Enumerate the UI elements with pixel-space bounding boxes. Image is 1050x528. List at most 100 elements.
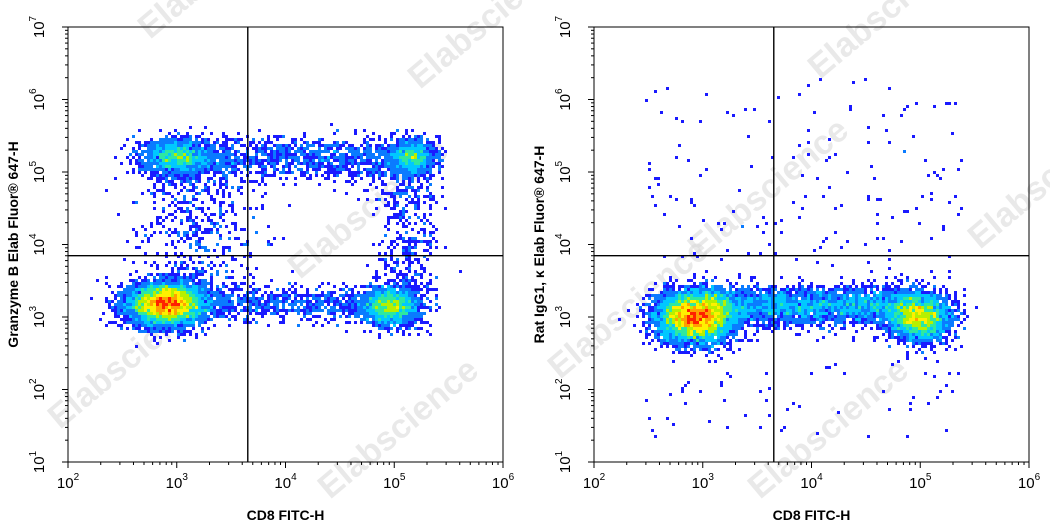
event-cell <box>840 312 843 315</box>
event-cell <box>942 297 945 300</box>
event-cell <box>372 318 375 321</box>
event-cell <box>864 297 867 300</box>
event-cell <box>912 285 915 288</box>
event-cell <box>234 282 237 285</box>
event-cell <box>705 336 708 339</box>
event-cell <box>150 285 153 288</box>
event-cell <box>156 324 159 327</box>
event-cell <box>201 153 204 156</box>
event-cell <box>384 147 387 150</box>
event-cell <box>186 297 189 300</box>
event-cell <box>729 342 732 345</box>
event-cell <box>375 162 378 165</box>
event-cell <box>195 306 198 309</box>
event-cell <box>240 159 243 162</box>
event-cell <box>915 339 918 342</box>
event-cell <box>417 189 420 192</box>
event-cell <box>408 147 411 150</box>
event-cell <box>174 204 177 207</box>
event-cell <box>408 285 411 288</box>
event-cell <box>207 147 210 150</box>
event-cell <box>411 186 414 189</box>
event-cell <box>678 291 681 294</box>
event-cell <box>417 300 420 303</box>
event-cell <box>651 315 654 318</box>
event-cell <box>333 168 336 171</box>
event-cell <box>930 198 933 201</box>
event-cell <box>129 159 132 162</box>
event-cell <box>357 168 360 171</box>
event-cell <box>939 333 942 336</box>
event-cell <box>726 336 729 339</box>
event-cell <box>162 210 165 213</box>
event-cell <box>894 321 897 324</box>
event-cell <box>168 213 171 216</box>
event-cell <box>231 138 234 141</box>
event-cell <box>909 324 912 327</box>
event-cell <box>372 309 375 312</box>
event-cell <box>924 333 927 336</box>
event-cell <box>252 180 255 183</box>
event-cell <box>756 309 759 312</box>
event-cell <box>177 165 180 168</box>
event-cell <box>186 285 189 288</box>
event-cell <box>786 303 789 306</box>
event-cell <box>186 156 189 159</box>
event-cell <box>903 327 906 330</box>
event-cell <box>957 300 960 303</box>
event-cell <box>375 156 378 159</box>
event-cell <box>336 150 339 153</box>
event-cell <box>717 291 720 294</box>
event-cell <box>960 321 963 324</box>
event-cell <box>705 279 708 282</box>
event-cell <box>864 303 867 306</box>
event-cell <box>150 165 153 168</box>
event-cell <box>210 219 213 222</box>
event-cell <box>258 303 261 306</box>
event-cell <box>780 297 783 300</box>
event-cell <box>174 318 177 321</box>
event-cell <box>324 306 327 309</box>
event-cell <box>168 153 171 156</box>
event-cell <box>177 207 180 210</box>
event-cell <box>327 156 330 159</box>
event-cell <box>945 288 948 291</box>
event-cell <box>951 309 954 312</box>
event-cell <box>204 171 207 174</box>
event-cell <box>204 213 207 216</box>
event-cell <box>318 303 321 306</box>
event-cell <box>408 303 411 306</box>
event-cell <box>222 315 225 318</box>
event-cell <box>681 297 684 300</box>
event-cell <box>264 141 267 144</box>
event-cell <box>417 258 420 261</box>
event-cell <box>915 330 918 333</box>
event-cell <box>744 306 747 309</box>
event-cell <box>180 222 183 225</box>
event-cell <box>375 165 378 168</box>
event-cell <box>828 156 831 159</box>
event-cell <box>654 348 657 351</box>
event-cell <box>381 300 384 303</box>
event-cell <box>162 294 165 297</box>
event-cell <box>216 165 219 168</box>
event-cell <box>420 294 423 297</box>
event-cell <box>213 153 216 156</box>
event-cell <box>930 309 933 312</box>
event-cell <box>408 222 411 225</box>
event-cell <box>186 237 189 240</box>
event-cell <box>423 171 426 174</box>
event-cell <box>324 156 327 159</box>
event-cell <box>849 288 852 291</box>
event-cell <box>705 330 708 333</box>
event-cell <box>846 285 849 288</box>
event-cell <box>939 312 942 315</box>
event-cell <box>786 309 789 312</box>
event-cell <box>399 279 402 282</box>
event-cell <box>729 312 732 315</box>
event-cell <box>309 177 312 180</box>
event-cell <box>930 192 933 195</box>
event-cell <box>216 285 219 288</box>
event-cell <box>882 285 885 288</box>
event-cell <box>198 150 201 153</box>
